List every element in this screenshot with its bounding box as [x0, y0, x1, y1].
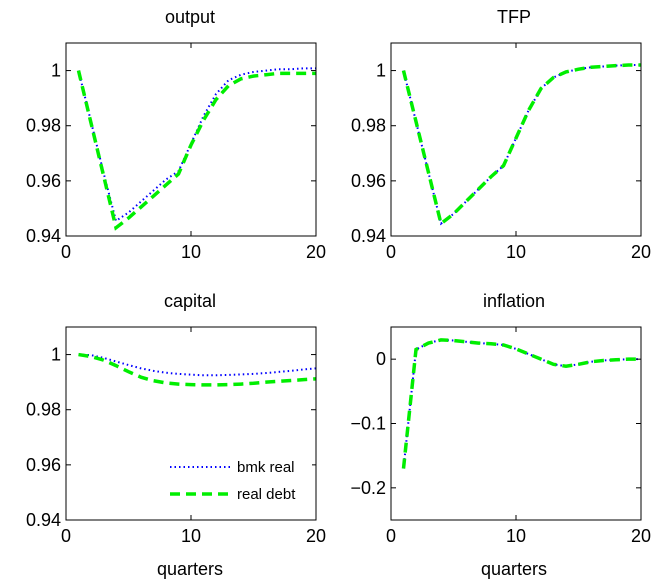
chart-title-capital: capital [164, 291, 216, 311]
plot-inflation-axes-box [390, 326, 642, 521]
plot-tfp: 0 10 20 0.94 0.96 0.98 1 [351, 42, 651, 262]
x-tick-label: 20 [631, 526, 651, 546]
x-axis-label-capital: quarters [157, 559, 223, 579]
x-tick-label: 0 [386, 242, 396, 262]
plot-inflation: 0 10 20 −0.2 −0.1 0 [350, 326, 651, 546]
y-tick-label: 0.98 [26, 400, 61, 420]
series-line-bmk-real [77, 67, 316, 223]
y-tick-label: 1 [51, 345, 61, 365]
chart-title-tfp: TFP [497, 7, 531, 27]
series-line-real-debt [76, 70, 316, 231]
y-tick-label: 0.96 [351, 171, 386, 191]
chart-title-output: output [165, 7, 215, 27]
series-line-bmk-real [402, 338, 641, 469]
series-line-real-debt [78, 352, 316, 387]
plot-output: 0 10 20 0.94 0.96 0.98 1 [26, 42, 326, 262]
legend-label-real-debt: real debt [237, 486, 296, 503]
x-tick-label: 20 [306, 526, 326, 546]
panel-tfp: TFP 0 10 20 0.94 0.96 0.98 1 [351, 7, 651, 262]
x-tick-label: 0 [386, 526, 396, 546]
y-tick-label: 0 [376, 349, 386, 369]
y-tick-label: 0.94 [26, 226, 61, 246]
plot-tfp-axes-box [390, 42, 642, 237]
legend-box [152, 450, 312, 510]
y-tick-label: −0.2 [350, 478, 386, 498]
panel-capital: capital 0 10 20 0.94 0.96 0.98 1 quarters [26, 291, 326, 579]
series-line-bmk-real [402, 64, 641, 226]
panel-output: output 0 10 20 0.94 0.96 0.98 1 [26, 7, 326, 262]
x-tick-label: 10 [506, 242, 526, 262]
legend: bmk real real debt [152, 450, 312, 510]
y-tick-label: 1 [51, 61, 61, 81]
y-tick-label: 0.98 [351, 116, 386, 136]
y-tick-label: 0.98 [26, 116, 61, 136]
x-tick-label: 0 [61, 526, 71, 546]
plot-output-axes-box [65, 42, 317, 237]
series-line-real-debt [401, 338, 641, 469]
x-tick-label: 20 [306, 242, 326, 262]
y-tick-label: 0.94 [26, 510, 61, 530]
series-line-real-debt [401, 63, 641, 227]
y-tick-label: 0.96 [26, 455, 61, 475]
y-tick-label: 0.96 [26, 171, 61, 191]
panel-inflation: inflation 0 10 20 −0.2 −0.1 0 quarters [350, 291, 651, 579]
y-tick-label: −0.1 [350, 414, 386, 434]
chart-title-inflation: inflation [483, 291, 545, 311]
x-tick-label: 10 [506, 526, 526, 546]
legend-label-bmk-real: bmk real [237, 459, 295, 476]
x-tick-label: 10 [181, 526, 201, 546]
y-tick-label: 0.94 [351, 226, 386, 246]
x-tick-label: 0 [61, 242, 71, 262]
y-tick-label: 1 [376, 61, 386, 81]
x-axis-label-inflation: quarters [481, 559, 547, 579]
plot-capital: 0 10 20 0.94 0.96 0.98 1 [26, 326, 326, 546]
x-tick-label: 10 [181, 242, 201, 262]
x-tick-label: 20 [631, 242, 651, 262]
